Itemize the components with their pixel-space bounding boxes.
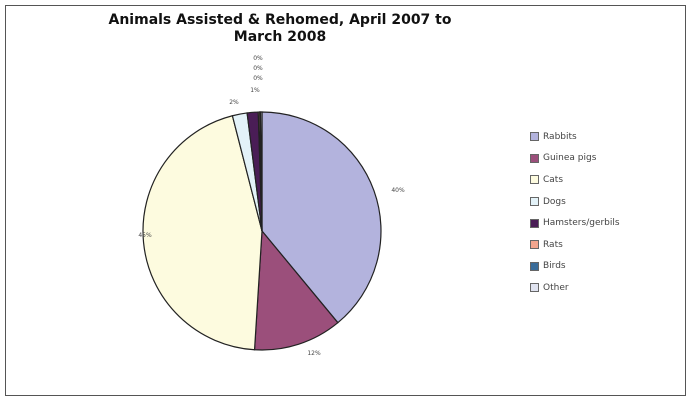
- legend-label: Rats: [543, 239, 563, 250]
- legend-item: Birds: [530, 256, 620, 278]
- legend-swatch: [530, 283, 539, 293]
- pie-data-label: 0%: [253, 75, 263, 82]
- chart-legend: Rabbits Guinea pigs Cats Dogs Hamsters/gerbi…: [530, 126, 620, 299]
- legend-item: Rats: [530, 234, 620, 256]
- legend-label: Hamsters/gerbils: [543, 218, 620, 229]
- pie-data-label: 12%: [307, 350, 321, 357]
- chart-title-line-1: Animals Assisted & Rehomed, April 2007 t…: [108, 12, 452, 28]
- legend-item: Rabbits: [530, 126, 620, 148]
- legend-swatch: [530, 175, 539, 185]
- legend-item: Guinea pigs: [530, 148, 620, 170]
- pie-slice-other: [259, 111, 263, 232]
- legend-item: Other: [530, 277, 620, 299]
- legend-label: Rabbits: [543, 131, 577, 142]
- pie-data-label: 40%: [391, 187, 405, 194]
- pie-data-label: 0%: [253, 65, 263, 72]
- legend-item: Dogs: [530, 191, 620, 213]
- pie-slice-guinea-pigs: [253, 229, 339, 351]
- legend-swatch: [530, 261, 539, 271]
- legend-label: Guinea pigs: [543, 153, 597, 164]
- legend-swatch: [530, 218, 539, 228]
- pie-slice-rabbits: [261, 111, 382, 324]
- legend-swatch: [530, 240, 539, 250]
- legend-swatch: [530, 153, 539, 163]
- legend-item: Cats: [530, 169, 620, 191]
- pie-slices: [142, 111, 382, 351]
- pie-data-labels: 40% 12% 45% 2% 1% 0% 0% 0%: [138, 55, 405, 357]
- legend-label: Birds: [543, 261, 566, 272]
- legend-label: Cats: [543, 174, 564, 185]
- chart-title: Animals Assisted & Rehomed, April 2007 t…: [0, 12, 560, 46]
- pie-data-label: 0%: [253, 55, 263, 62]
- pie-data-label: 2%: [229, 99, 239, 106]
- pie-data-label: 45%: [138, 232, 152, 239]
- chart-title-line-2: March 2008: [233, 29, 327, 45]
- legend-label: Dogs: [543, 196, 566, 207]
- legend-swatch: [530, 132, 539, 142]
- legend-label: Other: [543, 282, 569, 293]
- pie-slice-cats: [142, 115, 263, 351]
- legend-item: Hamsters/gerbils: [530, 212, 620, 234]
- pie-data-label: 1%: [250, 87, 260, 94]
- legend-swatch: [530, 197, 539, 207]
